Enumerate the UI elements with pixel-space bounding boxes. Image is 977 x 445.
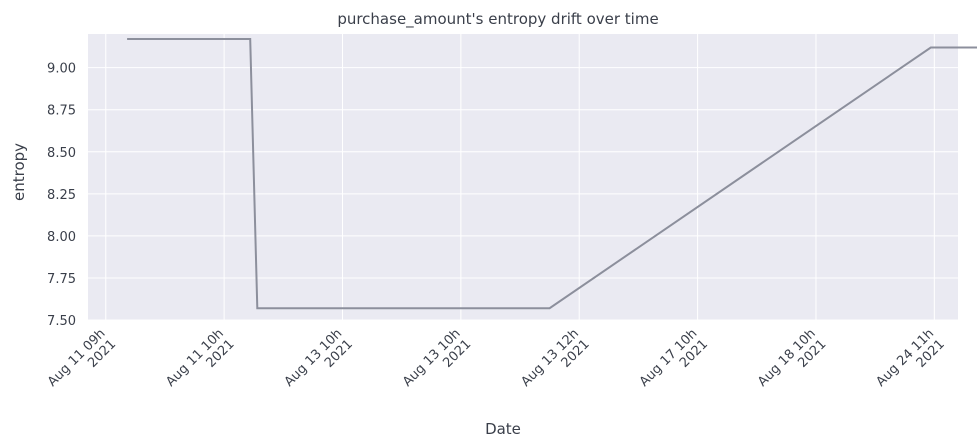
series-line [127, 38, 977, 310]
series-layer [127, 38, 977, 310]
y-tick-label: 8.75 [47, 104, 76, 119]
plot-area [88, 34, 958, 320]
y-axis-label: entropy [10, 143, 28, 201]
x-tick-label: Aug 24 11h2021 [874, 326, 948, 400]
grid [88, 34, 958, 321]
y-tick-label: 7.50 [47, 314, 76, 329]
y-tick-label: 8.00 [47, 230, 76, 245]
x-tick-label: Aug 13 12h2021 [518, 326, 592, 400]
y-axis: 7.50 7.75 8.00 8.25 8.50 8.75 9.00 [47, 62, 76, 329]
x-axis: Aug 11 09h2021 Aug 11 10h2021 Aug 13 10h20… [45, 326, 948, 400]
x-tick-label: Aug 17 10h2021 [637, 326, 711, 400]
y-tick-label: 8.50 [47, 146, 76, 161]
x-axis-label: Date [485, 420, 521, 438]
y-tick-label: 8.25 [47, 188, 76, 203]
y-tick-label: 9.00 [47, 62, 76, 77]
x-tick-label: Aug 13 10h2021 [400, 326, 474, 400]
x-tick-label: Aug 11 09h2021 [45, 326, 119, 400]
y-tick-label: 7.75 [47, 272, 76, 287]
chart-title: purchase_amount's entropy drift over tim… [337, 10, 658, 29]
x-tick-label: Aug 18 10h2021 [755, 326, 829, 400]
x-tick-label: Aug 13 10h2021 [282, 326, 356, 400]
x-tick-label: Aug 11 10h2021 [163, 326, 237, 400]
